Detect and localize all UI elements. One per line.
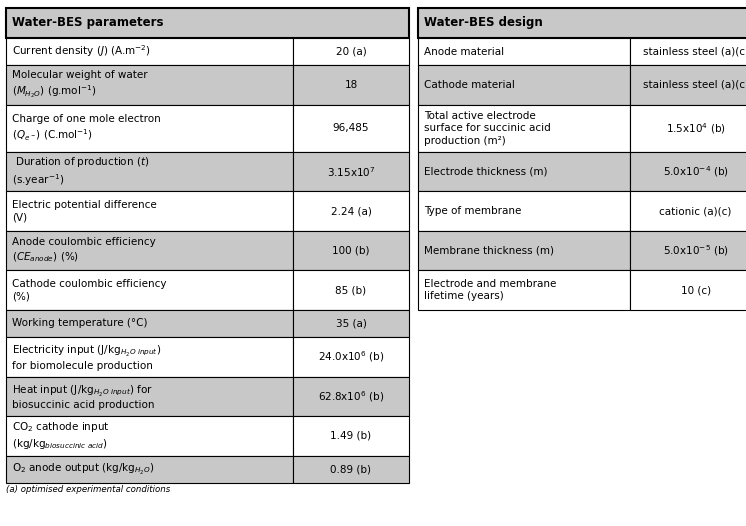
Text: 2.24 (a): 2.24 (a): [330, 206, 372, 216]
Text: 35 (a): 35 (a): [336, 318, 366, 329]
Bar: [630, 105, 746, 152]
Text: Current density ($J$) (A.m$^{-2}$): Current density ($J$) (A.m$^{-2}$): [12, 44, 151, 59]
Bar: [293, 310, 409, 337]
Bar: [418, 8, 746, 38]
Text: Duration of production ($t$)
(s.year$^{-1}$): Duration of production ($t$) (s.year$^{-…: [12, 155, 149, 188]
Bar: [630, 191, 746, 231]
Bar: [630, 65, 746, 105]
Text: cationic (a)(c): cationic (a)(c): [659, 206, 732, 216]
Text: Electrode thickness (m): Electrode thickness (m): [424, 167, 548, 177]
Text: Membrane thickness (m): Membrane thickness (m): [424, 246, 554, 256]
Bar: [293, 231, 409, 270]
Bar: [293, 416, 409, 456]
Text: CO$_2$ cathode input
(kg/kg$_{biosuccinic\ acid}$): CO$_2$ cathode input (kg/kg$_{biosuccini…: [12, 420, 110, 451]
Text: 18: 18: [345, 80, 357, 90]
Bar: [6, 337, 293, 377]
Text: 100 (b): 100 (b): [332, 246, 370, 256]
Bar: [418, 65, 630, 105]
Bar: [418, 191, 630, 231]
Text: Cathode coulombic efficiency
(%): Cathode coulombic efficiency (%): [12, 279, 166, 301]
Text: Cathode material: Cathode material: [424, 80, 515, 90]
Text: 5.0x10$^{-5}$ (b): 5.0x10$^{-5}$ (b): [662, 243, 729, 258]
Text: 0.89 (b): 0.89 (b): [330, 464, 372, 474]
Text: 5.0x10$^{-4}$ (b): 5.0x10$^{-4}$ (b): [662, 164, 729, 179]
Text: Heat input (J/kg$_{H_2O\ input}$) for
biosuccinic acid production: Heat input (J/kg$_{H_2O\ input}$) for bi…: [12, 383, 154, 410]
Bar: [293, 270, 409, 310]
Text: Anode coulombic efficiency
($CE_{anode}$) (%): Anode coulombic efficiency ($CE_{anode}$…: [12, 237, 156, 264]
Text: 10 (c): 10 (c): [680, 285, 711, 295]
Text: Type of membrane: Type of membrane: [424, 206, 521, 216]
Bar: [293, 377, 409, 416]
Bar: [293, 456, 409, 483]
Text: 3.15x10$^7$: 3.15x10$^7$: [327, 165, 375, 179]
Text: Charge of one mole electron
($Q_{e^-}$) (C.mol$^{-1}$): Charge of one mole electron ($Q_{e^-}$) …: [12, 114, 160, 143]
Bar: [293, 152, 409, 191]
Bar: [6, 65, 293, 105]
Bar: [418, 231, 630, 270]
Bar: [6, 270, 293, 310]
Bar: [293, 105, 409, 152]
Bar: [293, 337, 409, 377]
Bar: [630, 38, 746, 65]
Bar: [293, 65, 409, 105]
Text: 1.49 (b): 1.49 (b): [330, 431, 372, 441]
Bar: [418, 105, 630, 152]
Text: Electric potential difference
(V): Electric potential difference (V): [12, 200, 157, 222]
Bar: [6, 416, 293, 456]
Bar: [418, 152, 630, 191]
Text: Anode material: Anode material: [424, 46, 504, 57]
Text: 24.0x10$^6$ (b): 24.0x10$^6$ (b): [318, 349, 384, 365]
Bar: [6, 105, 293, 152]
Text: Total active electrode
surface for succinic acid
production (m²): Total active electrode surface for succi…: [424, 111, 551, 146]
Text: 85 (b): 85 (b): [336, 285, 366, 295]
Text: O$_2$ anode output (kg/kg$_{H_2O}$): O$_2$ anode output (kg/kg$_{H_2O}$): [12, 462, 154, 477]
Text: stainless steel (a)(c): stainless steel (a)(c): [642, 46, 746, 57]
Text: (a) optimised experimental conditions: (a) optimised experimental conditions: [6, 485, 170, 494]
Bar: [6, 38, 293, 65]
Text: Electricity input (J/kg$_{H_2O\ input}$)
for biomolecule production: Electricity input (J/kg$_{H_2O\ input}$)…: [12, 343, 161, 370]
Text: 96,485: 96,485: [333, 123, 369, 134]
Text: 1.5x10$^4$ (b): 1.5x10$^4$ (b): [665, 121, 726, 136]
Bar: [630, 270, 746, 310]
Bar: [418, 270, 630, 310]
Text: Water-BES design: Water-BES design: [424, 16, 542, 29]
Bar: [6, 191, 293, 231]
Text: 20 (a): 20 (a): [336, 46, 366, 57]
Text: 62.8x10$^6$ (b): 62.8x10$^6$ (b): [318, 389, 384, 404]
Bar: [6, 377, 293, 416]
Text: stainless steel (a)(c): stainless steel (a)(c): [642, 80, 746, 90]
Bar: [6, 456, 293, 483]
Bar: [6, 152, 293, 191]
Text: Water-BES parameters: Water-BES parameters: [12, 16, 163, 29]
Bar: [6, 310, 293, 337]
Text: Molecular weight of water
($M_{H_2O}$) (g.mol$^{-1}$): Molecular weight of water ($M_{H_2O}$) (…: [12, 70, 148, 100]
Bar: [630, 231, 746, 270]
Text: Electrode and membrane
lifetime (years): Electrode and membrane lifetime (years): [424, 279, 556, 301]
Bar: [293, 191, 409, 231]
Bar: [293, 38, 409, 65]
Bar: [630, 152, 746, 191]
Bar: [6, 8, 409, 38]
Text: Working temperature (°C): Working temperature (°C): [12, 318, 148, 329]
Bar: [6, 231, 293, 270]
Bar: [418, 38, 630, 65]
